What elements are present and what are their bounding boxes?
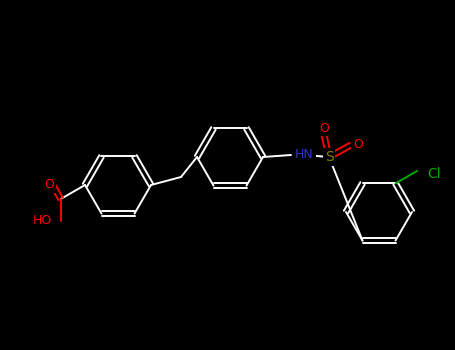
Text: O: O	[319, 121, 329, 134]
Text: HN: HN	[295, 147, 314, 161]
Text: HO: HO	[32, 215, 52, 228]
Text: O: O	[44, 178, 54, 191]
Text: Cl: Cl	[427, 167, 441, 181]
Text: S: S	[324, 150, 334, 164]
Text: O: O	[353, 139, 363, 152]
